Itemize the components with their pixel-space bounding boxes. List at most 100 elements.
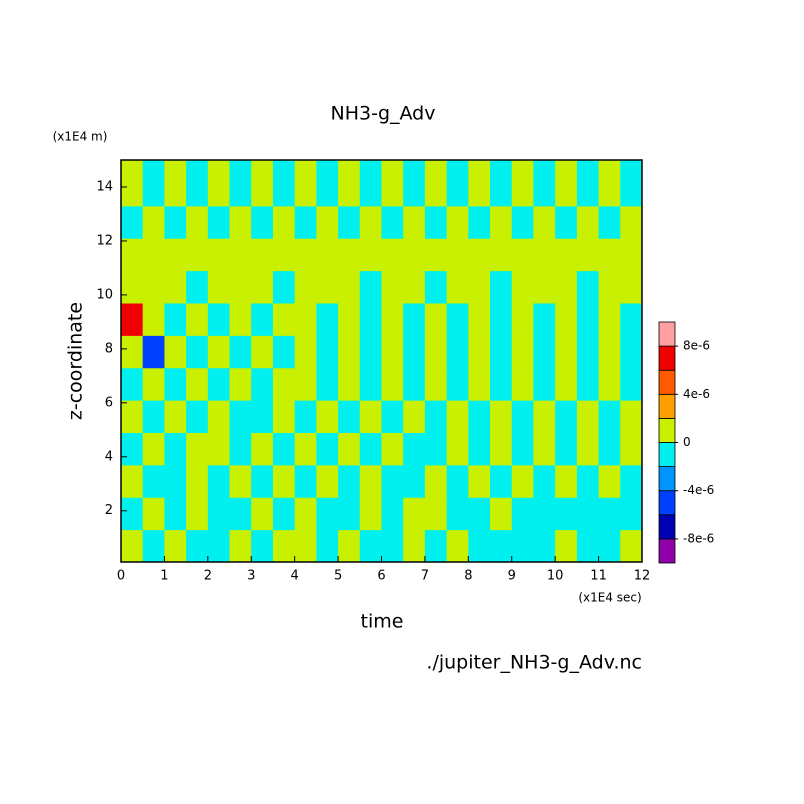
contour-cell — [229, 160, 252, 207]
contour-cell — [576, 335, 600, 369]
contour-cell — [576, 464, 600, 498]
contour-cell — [316, 160, 339, 207]
contour-cell — [186, 270, 209, 304]
y-tick-label: 2 — [105, 503, 113, 518]
contour-cell — [598, 464, 621, 498]
contour-cell — [511, 367, 534, 401]
contour-cell — [490, 464, 513, 498]
contour-cell — [164, 529, 187, 563]
x-tick-label: 10 — [547, 569, 564, 584]
contour-cell — [272, 205, 296, 239]
contour-cell — [164, 238, 187, 272]
contour-cell — [511, 529, 534, 563]
contour-cell — [359, 432, 382, 466]
contour-cell — [294, 205, 317, 239]
contour-cell — [294, 529, 317, 563]
contour-cell — [533, 367, 556, 401]
x-tick-label: 1 — [160, 569, 168, 584]
contour-cell — [121, 432, 144, 466]
contour-cell — [207, 367, 231, 401]
contour-cell — [533, 432, 556, 466]
contour-cell — [272, 432, 296, 466]
contour-cell — [359, 302, 382, 336]
contour-cell — [381, 302, 404, 336]
contour-cell — [490, 238, 513, 272]
contour-cell — [142, 270, 165, 304]
contour-cell — [251, 302, 274, 336]
contour-cell — [229, 400, 252, 433]
contour-cell — [207, 270, 231, 304]
contour-cell — [251, 432, 274, 466]
contour-cell — [272, 302, 296, 336]
contour-cell — [272, 497, 296, 531]
contour-cell — [121, 302, 144, 336]
contour-cell — [294, 367, 317, 401]
contour-cell — [229, 464, 252, 498]
contour-cell — [403, 400, 426, 433]
contour-cell — [251, 270, 274, 304]
contour-cell — [490, 270, 513, 304]
contour-cell — [576, 160, 600, 207]
contour-cell — [229, 335, 252, 369]
contour-cell — [511, 205, 534, 239]
contour-cell — [533, 238, 556, 272]
contour-cell — [446, 432, 469, 466]
colorbar-tick-label: 0 — [683, 435, 691, 449]
x-tick-label: 12 — [634, 569, 651, 584]
contour-cell — [533, 160, 556, 207]
contour-cell — [338, 302, 361, 336]
contour-cell — [316, 497, 339, 531]
contour-cell — [207, 529, 231, 563]
contour-cell — [468, 160, 491, 207]
contour-cell — [555, 432, 578, 466]
contour-cell — [121, 335, 144, 369]
contour-cell — [620, 529, 643, 563]
contour-cell — [490, 432, 513, 466]
contour-cell — [121, 400, 144, 433]
contour-cell — [338, 367, 361, 401]
x-tick-label: 11 — [590, 569, 607, 584]
colorbar-swatch — [658, 321, 676, 347]
contour-cell — [555, 529, 578, 563]
contour-cell — [620, 238, 643, 272]
contour-cell — [294, 160, 317, 207]
contour-cell — [381, 497, 404, 531]
x-tick-label: 9 — [508, 569, 516, 584]
contour-cell — [207, 400, 231, 433]
contour-cell — [186, 238, 209, 272]
contour-cell — [294, 497, 317, 531]
contour-cell — [142, 238, 165, 272]
contour-cell — [251, 367, 274, 401]
contour-cell — [620, 367, 643, 401]
contour-cell — [338, 400, 361, 433]
contour-cell — [490, 205, 513, 239]
contour-cell — [490, 302, 513, 336]
contour-cell — [251, 238, 274, 272]
y-tick-label: 6 — [105, 395, 113, 410]
contour-cell — [186, 497, 209, 531]
y-tick-label: 12 — [96, 233, 113, 248]
contour-cell — [446, 160, 469, 207]
contour-cell — [403, 160, 426, 207]
contour-cell — [294, 464, 317, 498]
contour-cell — [142, 400, 165, 433]
contour-cell — [555, 497, 578, 531]
contour-cell — [403, 270, 426, 304]
contour-cell — [251, 335, 274, 369]
contour-cell — [164, 270, 187, 304]
colorbar-swatch — [658, 442, 676, 468]
contour-cell — [142, 432, 165, 466]
contour-cell — [338, 529, 361, 563]
contour-cell — [381, 238, 404, 272]
contour-cell — [446, 335, 469, 369]
contour-cell — [511, 497, 534, 531]
colorbar-tick-label: -4e-6 — [683, 483, 714, 497]
contour-cell — [511, 160, 534, 207]
contour-cell — [338, 160, 361, 207]
colorbar-tick-label: -8e-6 — [683, 531, 714, 545]
contour-cell — [620, 400, 643, 433]
contour-cell — [207, 464, 231, 498]
contour-cell — [555, 238, 578, 272]
contour-cell — [186, 464, 209, 498]
contour-cell — [359, 205, 382, 239]
